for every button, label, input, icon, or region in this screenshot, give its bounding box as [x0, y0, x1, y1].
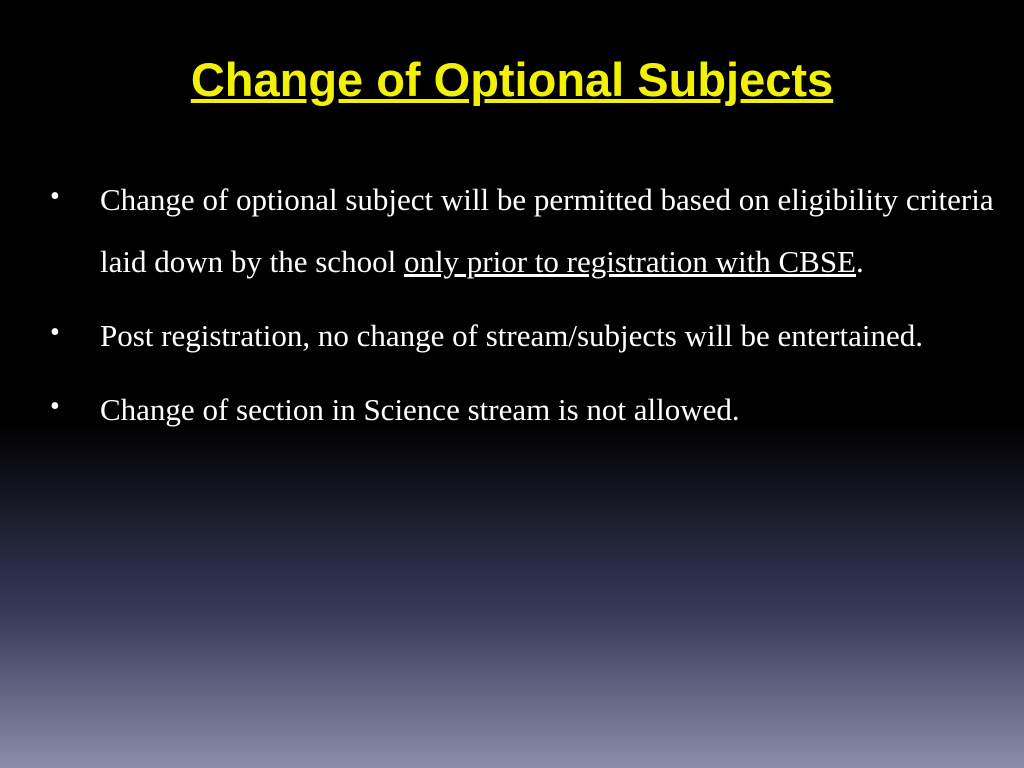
slide-container: Change of Optional Subjects Change of op…	[0, 0, 1024, 768]
bullet-text-pre: Post registration, no change of stream/s…	[100, 318, 923, 353]
bullet-text-post: .	[856, 244, 864, 279]
bullet-list: Change of optional subject will be permi…	[20, 169, 1004, 441]
bullet-text-underlined: only prior to registration with CBSE	[404, 244, 856, 279]
bullet-item: Change of section in Science stream is n…	[50, 379, 1004, 441]
bullet-item: Change of optional subject will be permi…	[50, 169, 1004, 293]
bullet-text-pre: Change of section in Science stream is n…	[100, 392, 740, 427]
title-box: Change of Optional Subjects	[60, 40, 964, 119]
bullet-item: Post registration, no change of stream/s…	[50, 305, 1004, 367]
slide-title: Change of Optional Subjects	[60, 52, 964, 107]
